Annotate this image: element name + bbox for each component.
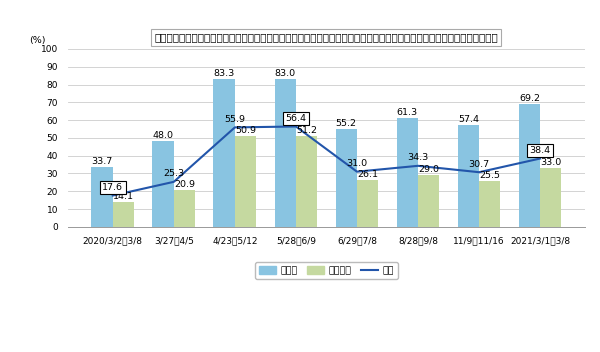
Text: 33.0: 33.0 [540, 158, 562, 167]
Bar [519, 104, 540, 227]
Bar [458, 125, 479, 227]
Text: 26.1: 26.1 [357, 170, 378, 179]
Text: 29.0: 29.0 [418, 165, 439, 174]
Text: 55.2: 55.2 [336, 119, 357, 127]
Bar [357, 180, 379, 227]
Text: (%): (%) [29, 36, 46, 45]
Text: 56.4: 56.4 [286, 114, 307, 123]
Title: 貴社では、「新型コロナウイルス」の感染拡大を防ぐため、在宅勤務・リモートワークを実施していますか？（択一回答）: 貴社では、「新型コロナウイルス」の感染拡大を防ぐため、在宅勤務・リモートワークを… [155, 33, 499, 43]
Text: 61.3: 61.3 [397, 108, 418, 117]
Text: 17.6: 17.6 [102, 183, 123, 192]
Bar [335, 128, 357, 227]
Text: 48.0: 48.0 [152, 131, 173, 140]
Bar [418, 175, 439, 227]
Text: 14.1: 14.1 [113, 192, 134, 201]
Text: 38.4: 38.4 [530, 146, 551, 155]
Text: 83.3: 83.3 [214, 69, 235, 77]
Text: 51.2: 51.2 [296, 126, 317, 135]
Bar [91, 167, 113, 227]
Bar [397, 118, 418, 227]
Text: 34.3: 34.3 [407, 153, 428, 162]
Text: 31.0: 31.0 [346, 159, 368, 168]
Bar [174, 190, 195, 227]
Text: 20.9: 20.9 [174, 180, 195, 189]
Text: 30.7: 30.7 [469, 160, 490, 169]
Bar [152, 142, 174, 227]
Text: 50.9: 50.9 [235, 126, 256, 135]
Bar [479, 182, 500, 227]
Bar [540, 168, 562, 227]
Legend: 大企業, 中小企業, 全体: 大企業, 中小企業, 全体 [255, 262, 398, 279]
Text: 25.5: 25.5 [479, 171, 500, 180]
Bar [296, 136, 317, 227]
Bar [113, 202, 134, 227]
Text: 83.0: 83.0 [275, 69, 296, 78]
Bar [275, 79, 296, 227]
Text: 57.4: 57.4 [458, 115, 479, 124]
Text: 25.3: 25.3 [163, 169, 184, 178]
Bar [235, 136, 256, 227]
Bar [214, 78, 235, 227]
Text: 33.7: 33.7 [91, 157, 113, 166]
Text: 69.2: 69.2 [519, 94, 540, 103]
Text: 55.9: 55.9 [224, 115, 245, 124]
